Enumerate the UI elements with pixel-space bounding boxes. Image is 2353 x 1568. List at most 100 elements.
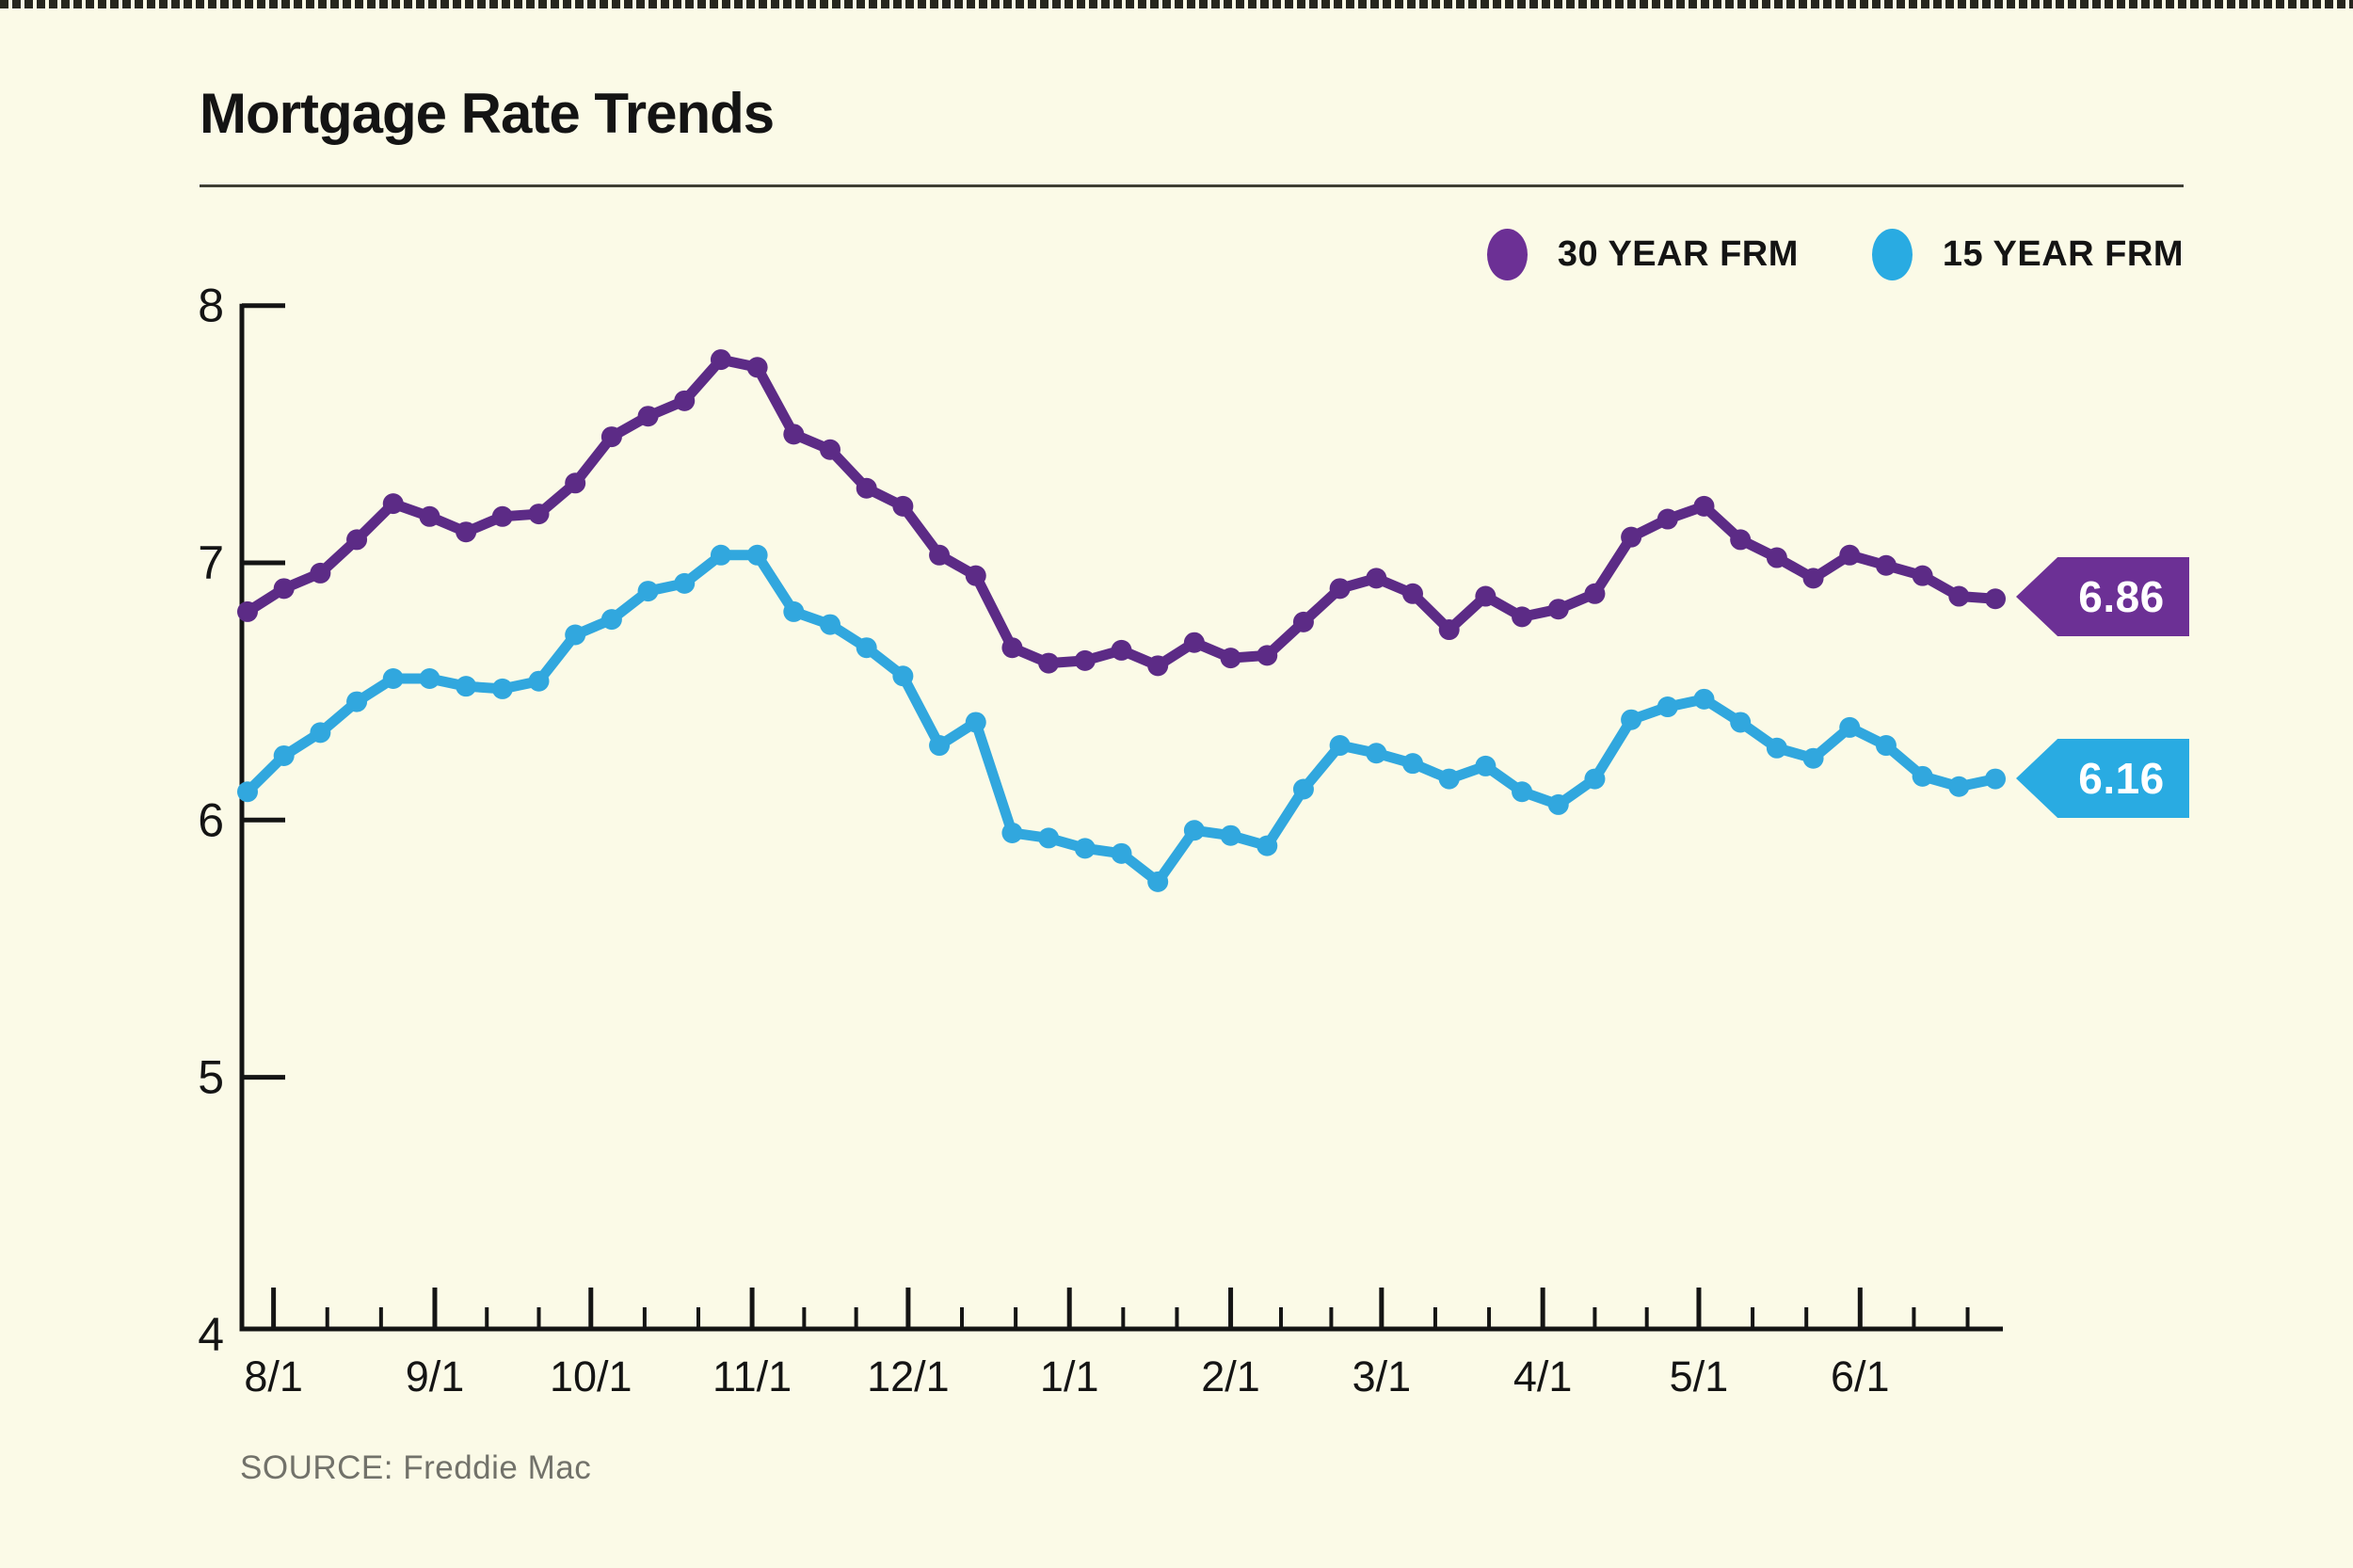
data-point-15-year-frm — [1001, 822, 1023, 843]
data-point-15-year-frm — [929, 735, 951, 757]
data-point-15-year-frm — [1912, 765, 1933, 787]
data-point-30-year-frm — [1402, 583, 1423, 604]
data-point-30-year-frm — [1985, 588, 2006, 610]
data-point-15-year-frm — [1366, 743, 1387, 764]
x-axis-tick-label: 6/1 — [1831, 1352, 1890, 1400]
x-axis-tick-label: 10/1 — [550, 1352, 632, 1400]
data-point-30-year-frm — [565, 472, 586, 494]
data-point-30-year-frm — [237, 600, 258, 622]
x-axis-tick-label: 9/1 — [406, 1352, 465, 1400]
data-point-15-year-frm — [1329, 735, 1351, 757]
current-rate-value-30-year: 6.86 — [2078, 572, 2165, 621]
y-axis-tick-label: 7 — [198, 536, 224, 589]
data-point-15-year-frm — [1802, 747, 1824, 769]
x-axis-tick-label: 1/1 — [1040, 1352, 1099, 1400]
data-point-15-year-frm — [310, 722, 331, 744]
current-rate-tag-15-year: 6.16 — [2016, 739, 2189, 818]
data-point-30-year-frm — [1584, 583, 1606, 604]
data-point-15-year-frm — [965, 712, 986, 733]
data-point-15-year-frm — [382, 667, 404, 689]
data-point-15-year-frm — [1693, 688, 1715, 710]
data-point-30-year-frm — [1657, 508, 1678, 530]
legend-item-15-year-frm: 15 YEAR FRM — [1871, 229, 2184, 280]
data-point-30-year-frm — [1366, 568, 1387, 589]
data-point-15-year-frm — [1257, 835, 1278, 856]
current-rate-tag-30-year: 6.86 — [2016, 557, 2189, 636]
data-point-30-year-frm — [1438, 619, 1460, 641]
data-point-30-year-frm — [1111, 639, 1132, 661]
series-points-15-year-frm — [237, 544, 2006, 892]
data-point-30-year-frm — [1257, 645, 1278, 666]
data-point-15-year-frm — [1621, 709, 1642, 730]
data-point-30-year-frm — [310, 562, 331, 584]
data-point-30-year-frm — [491, 505, 513, 527]
data-point-15-year-frm — [674, 572, 696, 594]
series-points-30-year-frm — [237, 349, 2006, 677]
data-point-30-year-frm — [892, 495, 914, 517]
data-point-15-year-frm — [1766, 737, 1787, 759]
data-point-15-year-frm — [1875, 735, 1897, 757]
data-point-30-year-frm — [1074, 649, 1096, 671]
data-point-15-year-frm — [491, 678, 513, 699]
data-point-30-year-frm — [273, 578, 295, 600]
data-point-30-year-frm — [1802, 568, 1824, 589]
data-point-30-year-frm — [1839, 544, 1861, 566]
data-point-15-year-frm — [456, 676, 477, 697]
data-point-15-year-frm — [1038, 827, 1060, 849]
data-point-30-year-frm — [1912, 565, 1933, 586]
title-divider — [200, 184, 2184, 187]
data-point-30-year-frm — [600, 426, 622, 448]
x-axis-tick-label: 3/1 — [1353, 1352, 1412, 1400]
legend-item-30-year-frm: 30 YEAR FRM — [1486, 229, 1799, 280]
data-point-30-year-frm — [1001, 637, 1023, 659]
data-point-30-year-frm — [1475, 585, 1497, 607]
data-point-15-year-frm — [1657, 696, 1678, 718]
data-point-30-year-frm — [965, 565, 986, 586]
legend-dot-30-year-icon — [1486, 229, 1528, 280]
source-credit: SOURCE: Freddie Mac — [240, 1449, 592, 1486]
x-axis-tick-label: 11/1 — [712, 1352, 792, 1400]
x-axis-tick-label: 12/1 — [867, 1352, 950, 1400]
data-point-15-year-frm — [783, 600, 805, 622]
data-point-15-year-frm — [237, 781, 258, 803]
data-point-30-year-frm — [637, 406, 659, 427]
data-point-30-year-frm — [419, 505, 440, 527]
current-rate-value-15-year: 6.16 — [2078, 754, 2165, 803]
data-point-30-year-frm — [1512, 606, 1533, 628]
data-point-15-year-frm — [419, 667, 440, 689]
data-point-15-year-frm — [892, 665, 914, 687]
y-axis-tick-label: 6 — [198, 793, 224, 846]
data-point-15-year-frm — [346, 691, 368, 712]
data-point-15-year-frm — [1292, 778, 1314, 800]
data-point-30-year-frm — [1766, 547, 1787, 568]
data-point-15-year-frm — [1147, 871, 1169, 892]
data-point-15-year-frm — [1074, 838, 1096, 859]
data-point-30-year-frm — [783, 424, 805, 445]
data-point-15-year-frm — [565, 624, 586, 646]
data-point-30-year-frm — [1220, 648, 1241, 669]
data-point-30-year-frm — [382, 493, 404, 515]
data-point-15-year-frm — [1547, 793, 1569, 815]
chart-legend: 30 YEAR FRM 15 YEAR FRM — [1486, 229, 2184, 280]
data-point-15-year-frm — [1985, 768, 2006, 790]
data-point-15-year-frm — [1839, 716, 1861, 738]
data-point-15-year-frm — [1438, 768, 1460, 790]
data-point-30-year-frm — [710, 349, 731, 371]
x-axis-tick-label: 2/1 — [1201, 1352, 1260, 1400]
data-point-15-year-frm — [1183, 820, 1205, 841]
data-point-15-year-frm — [600, 609, 622, 631]
data-point-30-year-frm — [456, 521, 477, 543]
data-point-30-year-frm — [1329, 578, 1351, 600]
data-point-30-year-frm — [746, 357, 768, 378]
data-point-30-year-frm — [1730, 529, 1752, 551]
data-point-30-year-frm — [1183, 632, 1205, 653]
data-point-30-year-frm — [1147, 655, 1169, 677]
legend-label-15-year: 15 YEAR FRM — [1942, 234, 2184, 274]
data-point-15-year-frm — [528, 670, 550, 692]
y-axis-tick-label: 5 — [198, 1051, 224, 1104]
data-point-30-year-frm — [856, 477, 877, 499]
data-point-30-year-frm — [674, 390, 696, 411]
data-point-15-year-frm — [710, 544, 731, 566]
legend-label-30-year: 30 YEAR FRM — [1557, 234, 1799, 274]
